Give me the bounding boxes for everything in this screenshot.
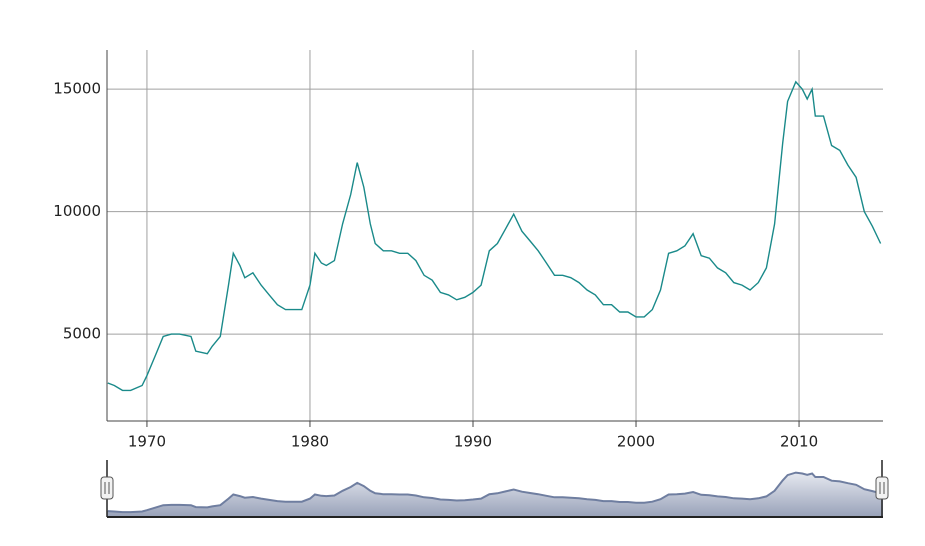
- navigator-line: [107, 471, 881, 514]
- x-tick-label: 1970: [128, 433, 166, 451]
- x-tick-label: 2000: [617, 433, 655, 451]
- y-tick-label: 10000: [53, 202, 101, 220]
- y-tick-label: 15000: [53, 80, 101, 98]
- x-tick-label: 2010: [780, 433, 818, 451]
- x-tick-label: 1990: [454, 433, 492, 451]
- navigator[interactable]: [106, 460, 883, 518]
- navigator-right-handle[interactable]: [875, 476, 889, 500]
- x-tick-label: 1980: [291, 433, 329, 451]
- grid: [107, 50, 883, 421]
- navigator-left-handle[interactable]: [100, 476, 114, 500]
- data-line: [107, 80, 882, 392]
- y-tick-label: 5000: [63, 325, 101, 343]
